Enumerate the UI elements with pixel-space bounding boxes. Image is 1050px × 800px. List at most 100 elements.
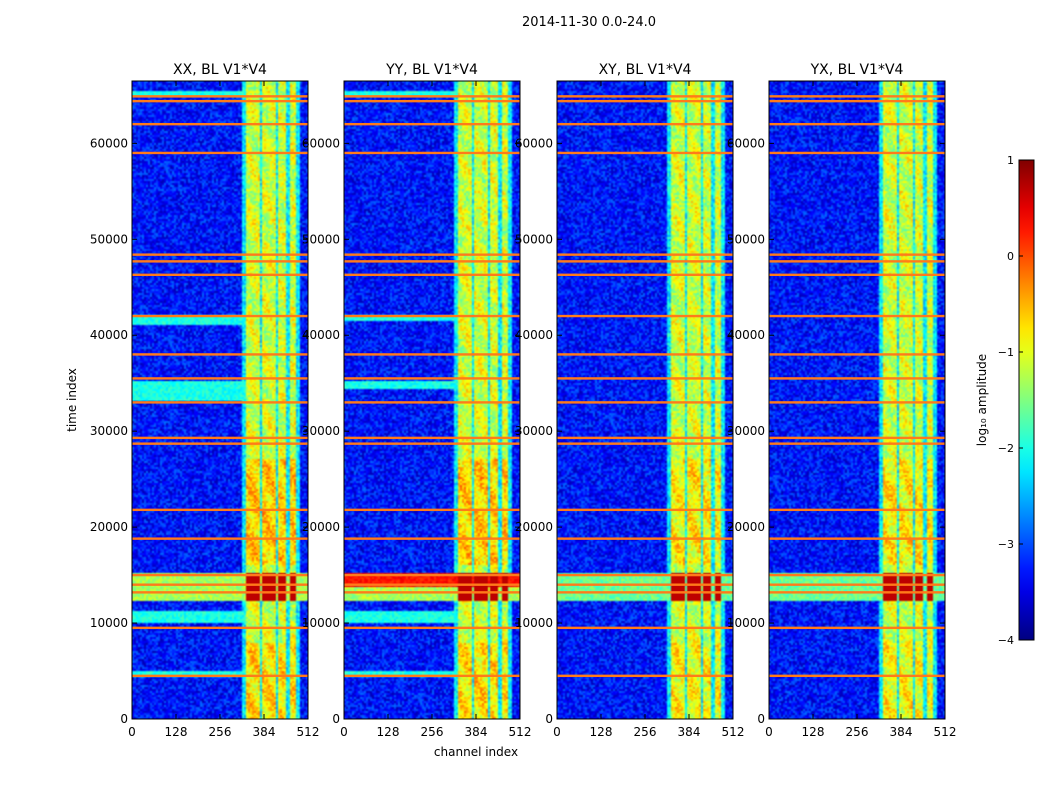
y-tick-label: 60000 [727, 136, 765, 150]
flagged-row [344, 151, 520, 155]
flagged-row [557, 353, 733, 356]
flagged-row [132, 273, 308, 276]
flagged-row [344, 674, 520, 678]
flagged-row [557, 591, 733, 594]
panel-title: XX, BL V1*V4 [173, 62, 267, 78]
y-tick-label: 50000 [727, 232, 765, 246]
x-tick-label: 512 [722, 725, 745, 739]
flagged-row [557, 508, 733, 512]
flagged-row [344, 583, 520, 586]
flagged-row [132, 253, 308, 256]
flagged-row [557, 573, 733, 577]
panel-1: YY, BL V1*V4 0 128 256 384 512 0 10000 20000 3000… [302, 62, 532, 739]
y-tick-label: 40000 [515, 328, 553, 342]
y-tick-label: 0 [757, 712, 765, 726]
y-tick-label: 60000 [515, 136, 553, 150]
flagged-row [557, 377, 733, 380]
flagged-row [557, 314, 733, 318]
y-tick-label: 10000 [515, 616, 553, 630]
x-tick-label: 256 [846, 725, 869, 739]
flagged-row [557, 436, 733, 440]
flagged-row [132, 591, 308, 594]
flagged-row [132, 508, 308, 512]
y-tick-label: 0 [120, 712, 128, 726]
y-tick-label: 40000 [727, 328, 765, 342]
flagged-row [557, 95, 733, 98]
flagged-row [769, 353, 945, 356]
y-tick-label: 20000 [515, 520, 553, 534]
flagged-row [769, 122, 945, 126]
panel-title: YX, BL V1*V4 [810, 62, 904, 78]
flagged-row [557, 253, 733, 256]
colorbar-tick-label: 1 [1007, 154, 1014, 167]
x-tick-label: 0 [128, 725, 136, 739]
x-tick-label: 384 [253, 725, 276, 739]
y-tick-label: 10000 [90, 616, 128, 630]
colorbar-label: log₁₀ amplitude [975, 354, 989, 446]
flagged-row [344, 253, 520, 256]
flagged-row [769, 583, 945, 586]
y-tick-label: 20000 [727, 520, 765, 534]
flagged-row [344, 591, 520, 594]
x-tick-label: 128 [165, 725, 188, 739]
y-tick-label: 20000 [302, 520, 340, 534]
flagged-row [344, 273, 520, 276]
panel-2: XY, BL V1*V4 0 128 256 384 512 0 10000 20000 3000… [515, 62, 745, 739]
x-tick-label: 0 [765, 725, 773, 739]
heatmap-image [557, 81, 733, 719]
y-tick-label: 40000 [302, 328, 340, 342]
x-tick-label: 128 [802, 725, 825, 739]
x-tick-label: 256 [209, 725, 232, 739]
flagged-row [132, 573, 308, 577]
flagged-row [769, 253, 945, 256]
colorbar-tick-label: −1 [998, 346, 1014, 359]
flagged-row [769, 436, 945, 440]
flagged-row [557, 99, 733, 103]
y-tick-label: 50000 [515, 232, 553, 246]
flagged-row [132, 95, 308, 98]
flagged-row [769, 508, 945, 512]
panel-3: YX, BL V1*V4 0 128 256 384 512 0 10000 20000 3000… [727, 62, 957, 739]
flagged-row [132, 122, 308, 126]
flagged-row [132, 436, 308, 440]
flagged-row [344, 353, 520, 356]
flagged-row [132, 314, 308, 318]
flagged-row [769, 674, 945, 678]
colorbar-tick-label: 0 [1007, 250, 1014, 263]
y-tick-label: 60000 [302, 136, 340, 150]
colorbar-tick-label: −3 [998, 538, 1014, 551]
y-tick-label: 40000 [90, 328, 128, 342]
y-tick-label: 50000 [90, 232, 128, 246]
flagged-row [132, 537, 308, 540]
flagged-row [344, 122, 520, 126]
x-tick-label: 512 [934, 725, 957, 739]
flagged-row [769, 573, 945, 577]
flagged-row [132, 151, 308, 155]
y-tick-label: 0 [332, 712, 340, 726]
flagged-row [132, 353, 308, 356]
flagged-row [557, 583, 733, 586]
flagged-row [557, 537, 733, 540]
flagged-row [557, 626, 733, 630]
flagged-row [557, 122, 733, 126]
y-tick-label: 30000 [515, 424, 553, 438]
flagged-row [132, 99, 308, 103]
y-tick-label: 10000 [727, 616, 765, 630]
x-tick-label: 128 [590, 725, 613, 739]
x-tick-label: 256 [421, 725, 444, 739]
flagged-row [344, 442, 520, 445]
heatmap-image [769, 81, 945, 719]
flagged-row [769, 442, 945, 445]
flagged-row [557, 260, 733, 263]
flagged-row [769, 99, 945, 103]
flagged-row [132, 674, 308, 678]
y-tick-label: 0 [545, 712, 553, 726]
x-tick-label: 128 [377, 725, 400, 739]
panel-0: XX, BL V1*V4 0 128 256 384 512 0 10000 20000 3000… [90, 62, 320, 739]
panel-title: YY, BL V1*V4 [385, 62, 478, 78]
flagged-row [769, 537, 945, 540]
flagged-row [132, 260, 308, 263]
flagged-row [344, 314, 520, 318]
x-tick-label: 256 [634, 725, 657, 739]
y-tick-label: 30000 [90, 424, 128, 438]
